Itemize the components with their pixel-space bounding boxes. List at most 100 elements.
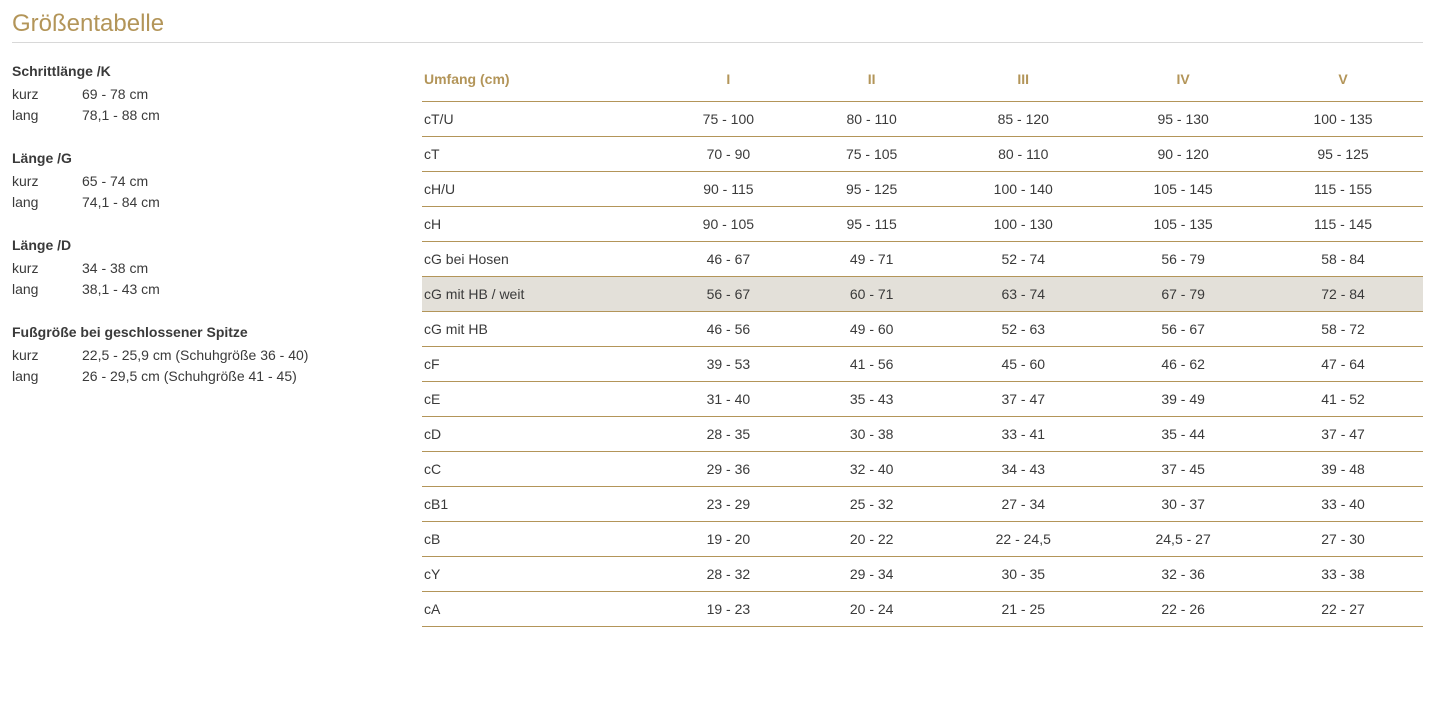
table-cell: 22 - 27 xyxy=(1263,592,1423,627)
row-value: 34 - 38 cm xyxy=(82,258,148,279)
table-cell: 56 - 79 xyxy=(1103,242,1263,277)
row-value: 22,5 - 25,9 cm (Schuhgröße 36 - 40) xyxy=(82,345,308,366)
table-header-cell: V xyxy=(1263,61,1423,102)
table-cell: 52 - 74 xyxy=(943,242,1103,277)
table-cell: 37 - 47 xyxy=(943,382,1103,417)
measurement-group: Schrittlänge /Kkurz69 - 78 cmlang78,1 - … xyxy=(12,61,362,126)
table-cell: cD xyxy=(422,417,657,452)
group-title: Länge /D xyxy=(12,235,362,256)
table-cell: 80 - 110 xyxy=(943,137,1103,172)
measurement-group: Länge /Gkurz65 - 74 cmlang74,1 - 84 cm xyxy=(12,148,362,213)
table-cell: 90 - 115 xyxy=(657,172,800,207)
table-cell: 56 - 67 xyxy=(1103,312,1263,347)
table-row: cT/U75 - 10080 - 11085 - 12095 - 130100 … xyxy=(422,102,1423,137)
table-cell: 22 - 24,5 xyxy=(943,522,1103,557)
table-header-cell: I xyxy=(657,61,800,102)
table-cell: 115 - 155 xyxy=(1263,172,1423,207)
row-value: 38,1 - 43 cm xyxy=(82,279,160,300)
table-cell: 95 - 125 xyxy=(800,172,943,207)
side-measurements: Schrittlänge /Kkurz69 - 78 cmlang78,1 - … xyxy=(12,61,362,409)
row-label: kurz xyxy=(12,258,82,279)
row-label: lang xyxy=(12,279,82,300)
table-cell: 85 - 120 xyxy=(943,102,1103,137)
measurement-row: kurz22,5 - 25,9 cm (Schuhgröße 36 - 40) xyxy=(12,345,362,366)
table-cell: 30 - 37 xyxy=(1103,487,1263,522)
table-cell: cH xyxy=(422,207,657,242)
table-cell: 33 - 38 xyxy=(1263,557,1423,592)
table-cell: 63 - 74 xyxy=(943,277,1103,312)
measurement-row: lang26 - 29,5 cm (Schuhgröße 41 - 45) xyxy=(12,366,362,387)
table-cell: 75 - 100 xyxy=(657,102,800,137)
table-cell: 32 - 40 xyxy=(800,452,943,487)
row-label: kurz xyxy=(12,345,82,366)
table-cell: 46 - 62 xyxy=(1103,347,1263,382)
table-cell: 100 - 135 xyxy=(1263,102,1423,137)
table-cell: 67 - 79 xyxy=(1103,277,1263,312)
row-value: 69 - 78 cm xyxy=(82,84,148,105)
table-cell: 34 - 43 xyxy=(943,452,1103,487)
table-header-cell: II xyxy=(800,61,943,102)
table-cell: 21 - 25 xyxy=(943,592,1103,627)
table-cell: 29 - 34 xyxy=(800,557,943,592)
table-cell: cF xyxy=(422,347,657,382)
table-cell: 19 - 23 xyxy=(657,592,800,627)
table-cell: cG mit HB / weit xyxy=(422,277,657,312)
row-label: kurz xyxy=(12,171,82,192)
table-cell: 90 - 120 xyxy=(1103,137,1263,172)
table-cell: 70 - 90 xyxy=(657,137,800,172)
row-value: 26 - 29,5 cm (Schuhgröße 41 - 45) xyxy=(82,366,297,387)
measurement-group: Fußgröße bei geschlossener Spitzekurz22,… xyxy=(12,322,362,387)
table-cell: 46 - 67 xyxy=(657,242,800,277)
measurement-group: Länge /Dkurz34 - 38 cmlang38,1 - 43 cm xyxy=(12,235,362,300)
table-row: cG mit HB46 - 5649 - 6052 - 6356 - 6758 … xyxy=(422,312,1423,347)
table-row: cF39 - 5341 - 5645 - 6046 - 6247 - 64 xyxy=(422,347,1423,382)
table-cell: 27 - 34 xyxy=(943,487,1103,522)
table-cell: 33 - 40 xyxy=(1263,487,1423,522)
divider xyxy=(12,42,1423,43)
table-row: cT70 - 9075 - 10580 - 11090 - 12095 - 12… xyxy=(422,137,1423,172)
table-cell: 95 - 125 xyxy=(1263,137,1423,172)
table-cell: 90 - 105 xyxy=(657,207,800,242)
table-row: cA19 - 2320 - 2421 - 2522 - 2622 - 27 xyxy=(422,592,1423,627)
row-value: 65 - 74 cm xyxy=(82,171,148,192)
table-cell: 37 - 47 xyxy=(1263,417,1423,452)
measurement-row: lang74,1 - 84 cm xyxy=(12,192,362,213)
table-cell: 56 - 67 xyxy=(657,277,800,312)
table-cell: cY xyxy=(422,557,657,592)
row-label: kurz xyxy=(12,84,82,105)
measurement-row: kurz69 - 78 cm xyxy=(12,84,362,105)
table-cell: cE xyxy=(422,382,657,417)
table-cell: cH/U xyxy=(422,172,657,207)
table-cell: 39 - 49 xyxy=(1103,382,1263,417)
measurement-row: kurz65 - 74 cm xyxy=(12,171,362,192)
table-cell: 30 - 38 xyxy=(800,417,943,452)
table-cell: 25 - 32 xyxy=(800,487,943,522)
table-row: cC29 - 3632 - 4034 - 4337 - 4539 - 48 xyxy=(422,452,1423,487)
table-cell: 45 - 60 xyxy=(943,347,1103,382)
table-cell: 31 - 40 xyxy=(657,382,800,417)
table-cell: 75 - 105 xyxy=(800,137,943,172)
table-header-cell: III xyxy=(943,61,1103,102)
table-row: cH90 - 10595 - 115100 - 130105 - 135115 … xyxy=(422,207,1423,242)
table-cell: 35 - 44 xyxy=(1103,417,1263,452)
table-cell: 24,5 - 27 xyxy=(1103,522,1263,557)
table-cell: 100 - 140 xyxy=(943,172,1103,207)
table-cell: cA xyxy=(422,592,657,627)
table-cell: 29 - 36 xyxy=(657,452,800,487)
group-title: Fußgröße bei geschlossener Spitze xyxy=(12,322,362,343)
table-cell: 52 - 63 xyxy=(943,312,1103,347)
table-cell: 58 - 84 xyxy=(1263,242,1423,277)
table-row: cB123 - 2925 - 3227 - 3430 - 3733 - 40 xyxy=(422,487,1423,522)
table-cell: cB xyxy=(422,522,657,557)
table-cell: 80 - 110 xyxy=(800,102,943,137)
table-cell: 37 - 45 xyxy=(1103,452,1263,487)
table-header-cell: Umfang (cm) xyxy=(422,61,657,102)
table-cell: 20 - 24 xyxy=(800,592,943,627)
table-cell: 49 - 71 xyxy=(800,242,943,277)
table-cell: 23 - 29 xyxy=(657,487,800,522)
table-cell: 39 - 48 xyxy=(1263,452,1423,487)
table-cell: 105 - 145 xyxy=(1103,172,1263,207)
table-cell: 49 - 60 xyxy=(800,312,943,347)
content-layout: Schrittlänge /Kkurz69 - 78 cmlang78,1 - … xyxy=(12,61,1423,627)
table-row: cG mit HB / weit56 - 6760 - 7163 - 7467 … xyxy=(422,277,1423,312)
